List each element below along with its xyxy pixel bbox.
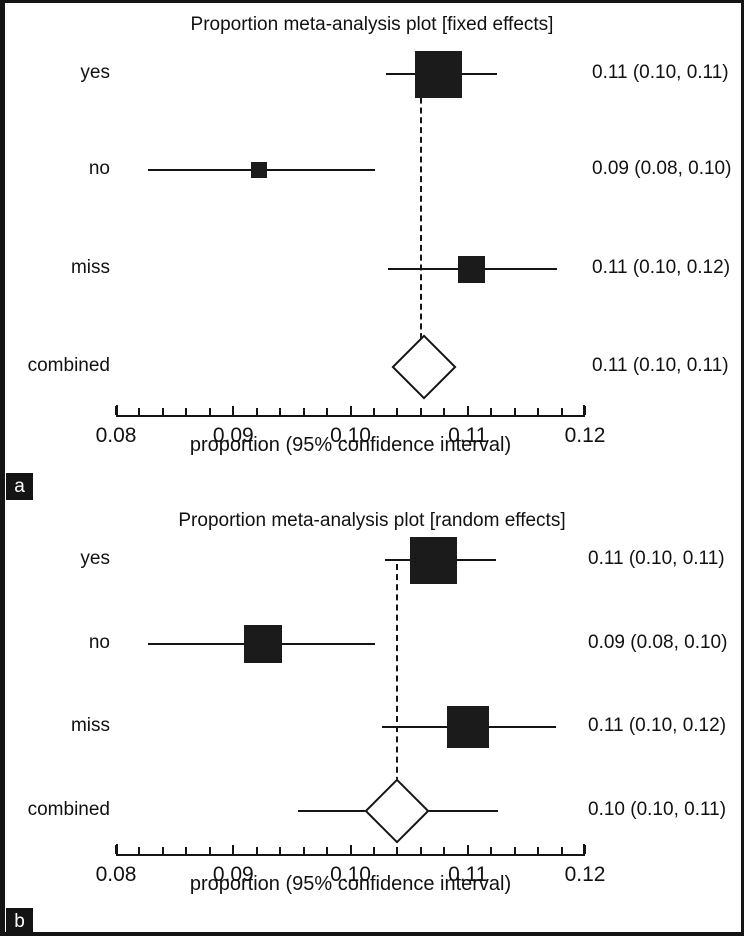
- row-value-yes: 0.11 (0.10, 0.11): [592, 62, 729, 83]
- x-axis-tick-label: 0.09: [212, 424, 254, 447]
- x-axis-tick: [396, 408, 399, 415]
- x-axis-tick: [584, 406, 586, 415]
- x-axis-tick: [185, 408, 188, 415]
- x-axis-tick: [279, 847, 282, 854]
- panel-a-tag: a: [6, 473, 33, 500]
- x-axis-tick-label: 0.10: [330, 424, 371, 447]
- study-marker-no: [243, 625, 282, 663]
- panel-a-fixed-effects: Proportion meta-analysis plot [fixed eff…: [6, 14, 732, 500]
- row-label-yes: yes: [80, 548, 110, 569]
- x-axis-tick: [419, 847, 422, 854]
- x-axis-tick-label: 0.11: [448, 424, 488, 447]
- x-axis-tick: [161, 408, 164, 415]
- x-axis-tick: [372, 408, 375, 415]
- x-axis-tick: [232, 406, 235, 415]
- figure-border-bottom: [0, 932, 744, 936]
- reference-line: [419, 78, 422, 349]
- x-axis-tick: [232, 845, 235, 854]
- row-label-miss: miss: [70, 257, 110, 278]
- row-label-miss: miss: [70, 715, 110, 736]
- x-axis-tick: [302, 847, 305, 854]
- x-axis-tick: [396, 847, 399, 854]
- panel-b-title: Proportion meta-analysis plot [random ef…: [178, 510, 566, 531]
- x-axis-tick-label: 0.08: [95, 424, 137, 447]
- row-value-miss: 0.11 (0.10, 0.12): [588, 715, 727, 736]
- x-axis-tick-label: 0.10: [330, 863, 371, 886]
- x-axis-tick-end-cap: [583, 844, 585, 854]
- x-axis-tick: [255, 847, 258, 854]
- x-axis-tick: [466, 845, 469, 854]
- summary-diamond-combined: [364, 778, 430, 844]
- panel-b-random-effects: Proportion meta-analysis plot [random ef…: [0, 505, 744, 936]
- x-axis-tick-end-cap: [583, 405, 585, 415]
- x-axis-tick: [584, 845, 586, 854]
- x-axis-tick: [302, 408, 305, 415]
- row-value-no: 0.09 (0.08, 0.10): [588, 632, 728, 653]
- x-axis-tick-start-cap: [116, 405, 118, 415]
- x-axis-tick: [326, 847, 329, 854]
- x-axis-tick: [560, 408, 563, 415]
- x-axis-tick: [372, 847, 375, 854]
- x-axis-tick: [208, 847, 211, 854]
- row-value-combined: 0.11 (0.10, 0.11): [592, 355, 729, 376]
- x-axis-tick: [185, 847, 188, 854]
- x-axis-line: [116, 854, 585, 856]
- x-axis-tick-label: 0.09: [212, 863, 254, 886]
- x-axis-tick: [513, 408, 516, 415]
- x-axis-tick: [255, 408, 258, 415]
- x-axis-tick: [560, 847, 563, 854]
- x-axis-tick: [138, 847, 141, 854]
- study-marker-yes: [414, 50, 462, 98]
- panel-a-title: Proportion meta-analysis plot [fixed eff…: [190, 14, 554, 35]
- row-label-combined: combined: [27, 355, 110, 376]
- row-label-no: no: [88, 158, 110, 179]
- study-marker-no: [251, 162, 268, 178]
- figure-border-left: [0, 0, 5, 936]
- x-axis-tick-label: 0.12: [564, 424, 606, 447]
- x-axis-line: [116, 415, 585, 417]
- x-axis-tick: [349, 845, 352, 854]
- x-axis-tick-label: 0.08: [95, 863, 137, 886]
- x-axis-tick-label: 0.12: [564, 863, 606, 886]
- study-marker-miss: [446, 706, 489, 748]
- figure-border-top: [0, 0, 744, 3]
- panel-b-tag: b: [6, 908, 33, 935]
- summary-diamond-combined: [391, 334, 457, 400]
- x-axis-tick: [138, 408, 141, 415]
- row-label-yes: yes: [80, 62, 110, 83]
- figure-border-right: [741, 0, 744, 936]
- x-axis-title: proportion (95% confidence interval): [189, 873, 512, 895]
- x-axis-tick: [326, 408, 329, 415]
- reference-line: [396, 564, 399, 793]
- row-label-combined: combined: [27, 799, 110, 820]
- x-axis-tick: [279, 408, 282, 415]
- study-marker-miss: [457, 255, 485, 283]
- x-axis-tick: [537, 847, 540, 854]
- study-marker-yes: [410, 536, 458, 584]
- x-axis-tick: [419, 408, 422, 415]
- row-value-no: 0.09 (0.08, 0.10): [592, 158, 732, 179]
- row-label-no: no: [88, 632, 110, 653]
- row-value-combined: 0.10 (0.10, 0.11): [588, 799, 727, 820]
- x-axis-tick: [490, 847, 493, 854]
- x-axis-tick: [537, 408, 540, 415]
- x-axis-tick: [349, 406, 352, 415]
- x-axis-tick: [208, 408, 211, 415]
- x-axis-tick: [443, 847, 446, 854]
- row-value-yes: 0.11 (0.10, 0.11): [588, 548, 725, 569]
- x-axis-tick-start-cap: [116, 844, 118, 854]
- x-axis-tick: [443, 408, 446, 415]
- x-axis-tick-label: 0.11: [448, 863, 488, 886]
- x-axis-tick: [466, 406, 469, 415]
- x-axis-tick: [161, 847, 164, 854]
- x-axis-tick: [513, 847, 516, 854]
- row-value-miss: 0.11 (0.10, 0.12): [592, 257, 731, 278]
- x-axis-title: proportion (95% confidence interval): [189, 434, 512, 456]
- x-axis-tick: [490, 408, 493, 415]
